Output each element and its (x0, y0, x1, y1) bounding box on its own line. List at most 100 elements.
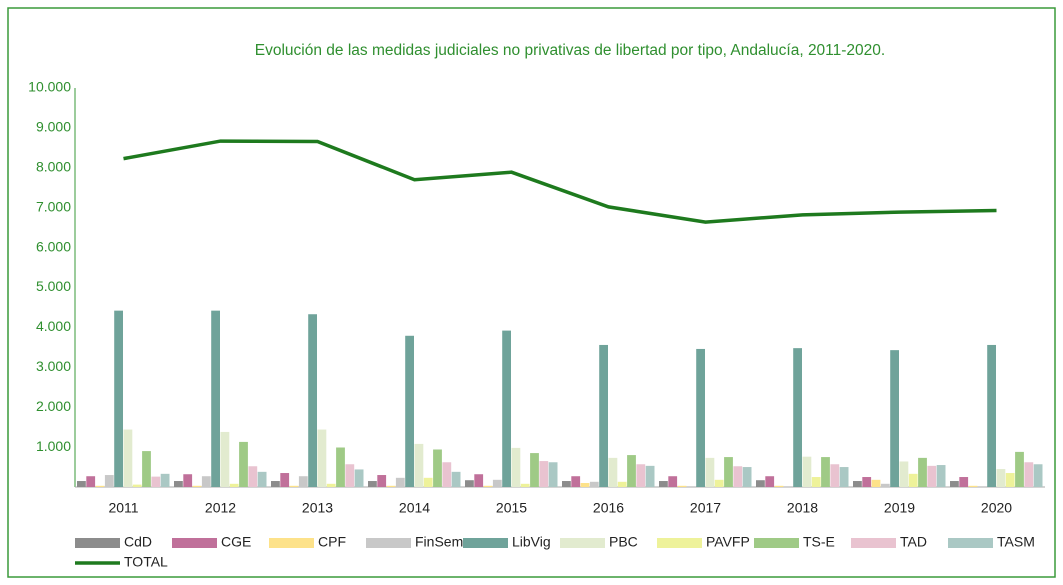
y-tick-label: 7.000 (36, 198, 71, 214)
bar (451, 471, 461, 487)
legend-swatch (948, 538, 993, 548)
bar (239, 441, 248, 487)
y-tick-label: 1.000 (36, 438, 71, 454)
bar (368, 481, 377, 487)
legend-label: TAD (900, 534, 927, 550)
bar (77, 481, 86, 487)
bar (104, 475, 114, 487)
bar (959, 477, 969, 487)
bar (802, 456, 812, 487)
bar (996, 469, 1006, 487)
legend-label: FinSem (415, 534, 463, 550)
bar (880, 483, 890, 487)
x-tick-label: 2018 (787, 500, 818, 516)
bar (617, 481, 627, 487)
bar (899, 461, 909, 487)
bar (142, 451, 151, 487)
legend-swatch (754, 538, 799, 548)
bar (977, 486, 987, 487)
legend-swatch (851, 538, 896, 548)
bar (927, 465, 937, 487)
chart-title: Evolución de las medidas judiciales no p… (255, 42, 885, 59)
bar (520, 483, 530, 487)
bar (742, 467, 752, 487)
bar (756, 480, 765, 487)
bar (918, 457, 927, 487)
bar (123, 429, 133, 487)
bar (336, 447, 345, 487)
legend-swatch (75, 538, 120, 548)
bar (839, 467, 849, 487)
bar (548, 462, 558, 487)
bar (248, 466, 258, 487)
bar (160, 473, 170, 487)
legend-label: PBC (609, 534, 638, 550)
bar (201, 476, 211, 487)
line (123, 139, 997, 224)
bar (151, 476, 161, 487)
bar (326, 483, 336, 487)
legend-label: LibVig (512, 534, 551, 550)
bar (783, 486, 793, 487)
y-tick-label: 10.000 (28, 79, 71, 95)
legend-label: CPF (318, 534, 346, 550)
legend-swatch (172, 538, 217, 548)
bar (714, 479, 724, 487)
bar (580, 483, 590, 487)
bar (192, 485, 202, 487)
x-tick-label: 2015 (496, 500, 527, 516)
bar (539, 461, 549, 487)
bar (220, 431, 230, 487)
bar (830, 464, 840, 487)
bar (571, 476, 581, 487)
legend-label: TOTAL (124, 554, 168, 570)
bar (502, 330, 511, 487)
bar (465, 480, 474, 487)
bar (1033, 464, 1043, 487)
bar (733, 466, 743, 487)
bar (862, 477, 872, 487)
bar (599, 344, 608, 487)
bar (386, 485, 396, 487)
bar (405, 335, 414, 487)
y-tick-label: 4.000 (36, 318, 71, 334)
x-tick-label: 2011 (108, 500, 138, 516)
x-tick-label: 2019 (884, 500, 915, 516)
legend-swatch (269, 538, 314, 548)
y-tick-label: 5.000 (36, 278, 71, 294)
bar (354, 469, 364, 487)
bar (705, 457, 715, 487)
bar (793, 348, 802, 487)
bar (668, 476, 678, 487)
legend-label: CdD (124, 534, 152, 550)
x-tick-label: 2016 (593, 500, 624, 516)
legend-swatch (560, 538, 605, 548)
bar (950, 481, 959, 487)
bar (174, 481, 183, 487)
bar (871, 479, 881, 487)
bar (377, 475, 387, 487)
bar (908, 473, 918, 487)
bar (289, 485, 299, 487)
bar (696, 348, 705, 487)
frame (7, 7, 1056, 578)
bar (562, 481, 571, 487)
y-tick-label: 9.000 (36, 119, 71, 135)
x-tick-label: 2013 (302, 500, 333, 516)
bar (1005, 473, 1015, 487)
bar (511, 447, 521, 487)
bar (492, 479, 502, 487)
bar (86, 476, 96, 487)
legend-swatch (657, 538, 702, 548)
bar (271, 481, 280, 487)
bar (229, 483, 239, 487)
bar (774, 485, 784, 487)
legend-label: CGE (221, 534, 251, 550)
bar (395, 477, 405, 487)
y-tick-label: 8.000 (36, 159, 71, 175)
bar (308, 314, 317, 487)
bar (645, 465, 655, 487)
bar (442, 462, 452, 487)
bar (280, 473, 290, 487)
